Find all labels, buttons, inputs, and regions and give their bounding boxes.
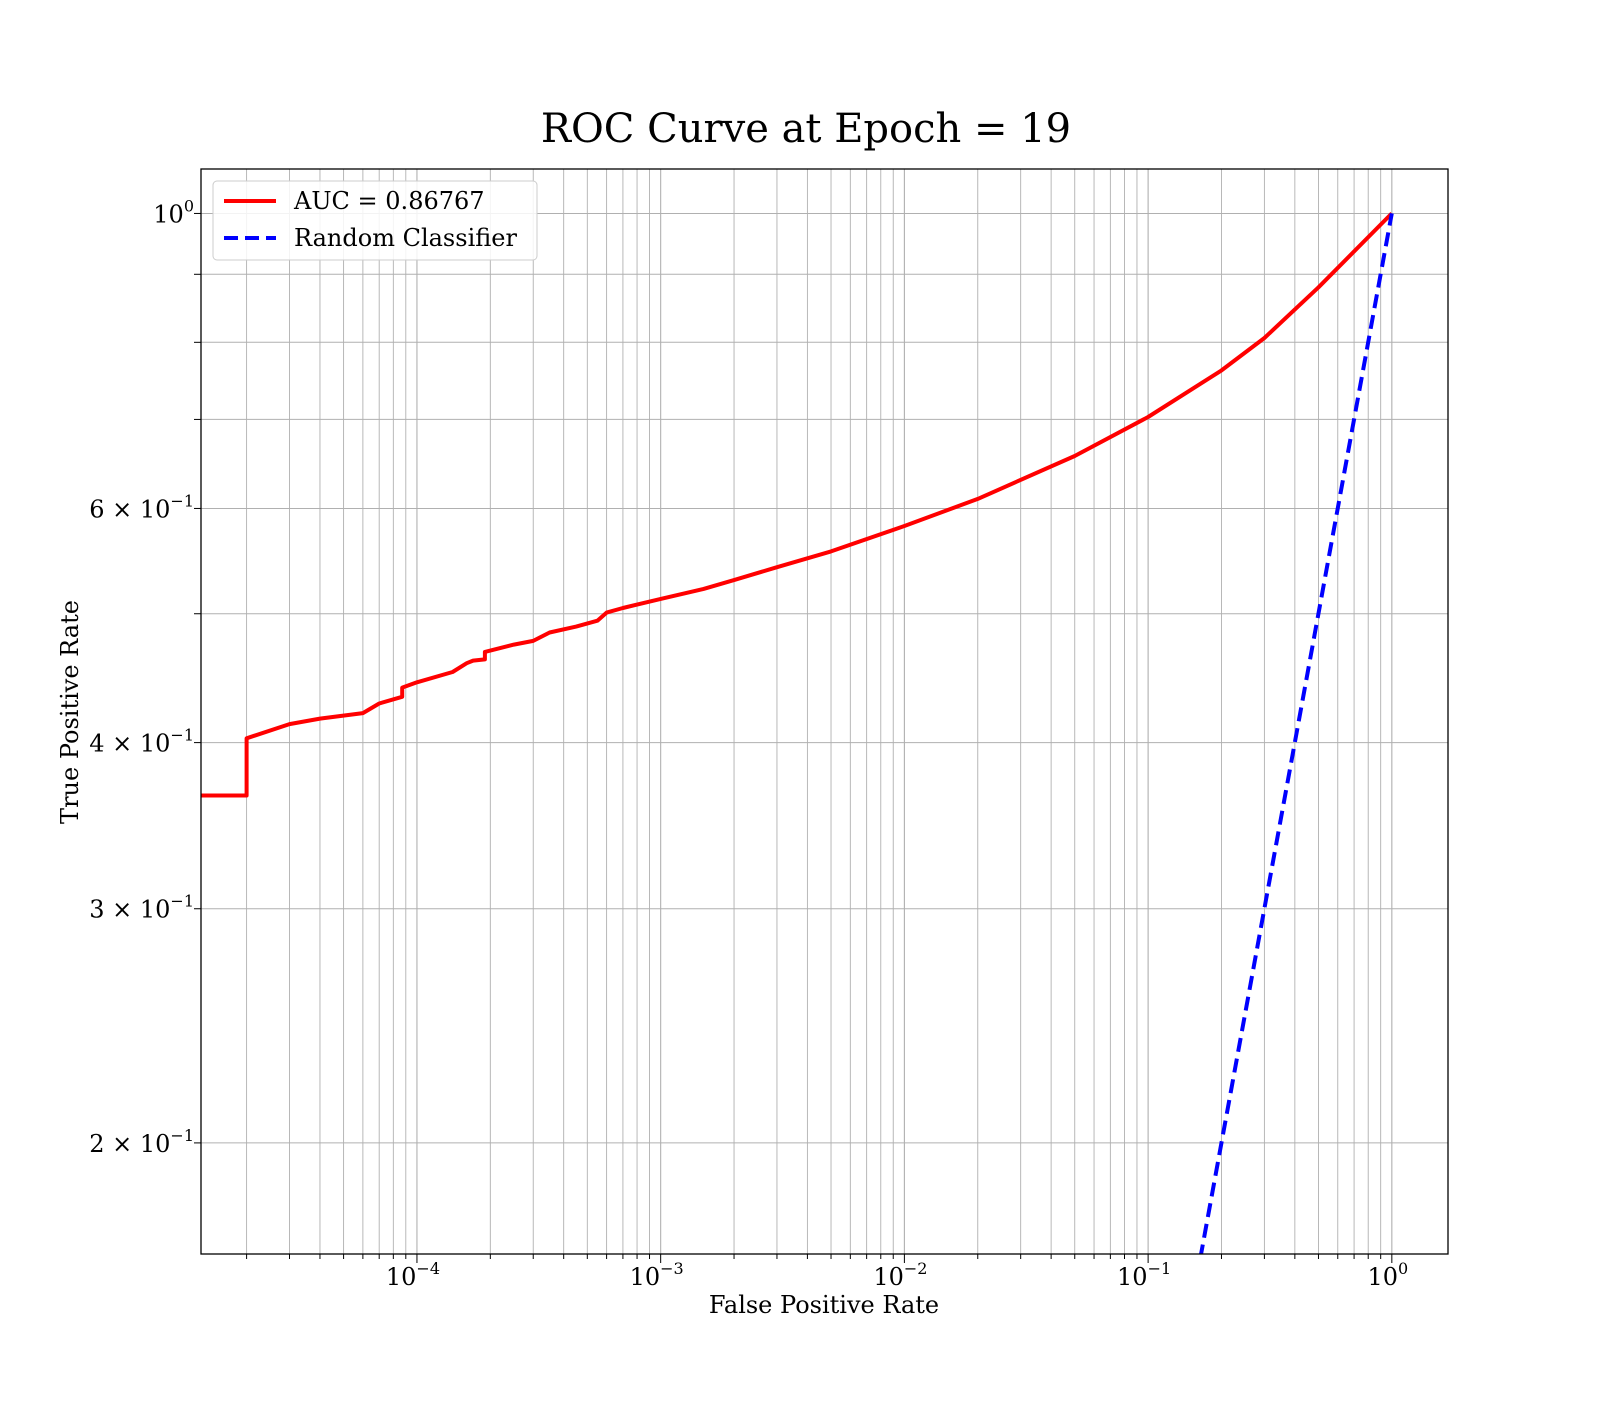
x-tick-label: 10−4 xyxy=(386,1259,440,1291)
y-tick-label: 3 × 10−1 xyxy=(89,892,194,924)
random-classifier-line xyxy=(1199,213,1394,1254)
x-tick-label: 100 xyxy=(1367,1259,1408,1291)
y-tick-label: 4 × 10−1 xyxy=(89,726,194,758)
legend-entry-label: Random Classifier xyxy=(294,224,517,252)
y-tick-label: 6 × 10−1 xyxy=(89,491,194,523)
x-tick-label: 10−1 xyxy=(1117,1259,1171,1291)
y-axis-label: True Positive Rate xyxy=(56,600,84,824)
grid-layer xyxy=(201,169,1448,1254)
legend: AUC = 0.86767 Random Classifier xyxy=(212,180,538,261)
legend-entry-label: AUC = 0.86767 xyxy=(293,187,485,215)
y-tick-label: 2 × 10−1 xyxy=(89,1126,194,1158)
plot-frame xyxy=(200,168,1449,1255)
legend-box xyxy=(212,180,538,261)
x-tick-label: 10−2 xyxy=(873,1259,927,1291)
x-axis-label: False Positive Rate xyxy=(709,1291,939,1319)
x-tick-label: 10−3 xyxy=(630,1259,684,1291)
ticks-layer: 10−4 10−3 10−2 10−1 100 100 6 × 10−1 4 × 10−1 3 … xyxy=(89,196,1408,1291)
roc-curve-line xyxy=(201,211,1394,798)
chart-title: ROC Curve at Epoch = 19 xyxy=(541,106,1071,152)
series-layer xyxy=(201,211,1394,1254)
y-tick-label: 100 xyxy=(153,196,194,228)
